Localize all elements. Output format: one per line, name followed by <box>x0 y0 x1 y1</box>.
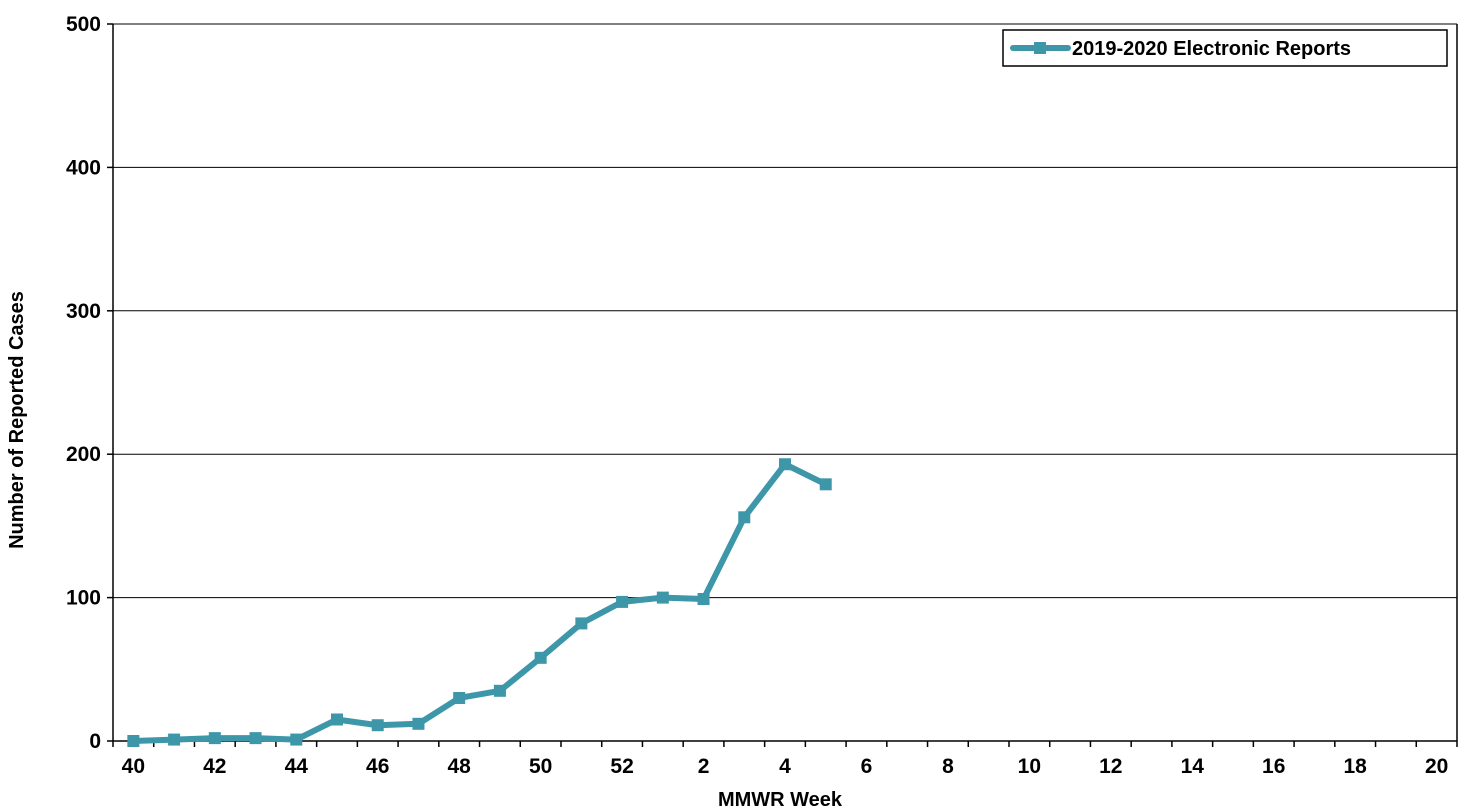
x-tick-label-12: 12 <box>1099 755 1122 778</box>
legend-series-label: 2019-2020 Electronic Reports <box>1072 38 1351 60</box>
data-point-48 <box>453 691 466 704</box>
series-line-0 <box>130 461 829 744</box>
x-tick-label-48: 48 <box>448 755 472 778</box>
legend-series-marker <box>1034 42 1046 54</box>
x-axis-title: MMWR Week <box>718 789 843 810</box>
series-layer <box>127 458 832 747</box>
data-point-50 <box>534 651 547 664</box>
data-point-43 <box>249 732 262 745</box>
y-tick-label-100: 100 <box>66 587 101 610</box>
data-point-4 <box>779 458 791 471</box>
y-tick-label-0: 0 <box>89 730 101 753</box>
data-point-44 <box>290 733 303 746</box>
x-tick-label-44: 44 <box>285 755 309 778</box>
data-point-41 <box>168 733 181 746</box>
data-point-49 <box>493 684 506 697</box>
x-tick-label-46: 46 <box>366 755 389 778</box>
gridlines <box>113 23 1457 599</box>
data-point-52 <box>616 595 629 608</box>
data-point-2 <box>697 593 710 606</box>
data-point-3 <box>738 511 751 524</box>
data-point-45 <box>331 713 343 726</box>
x-tick-label-50: 50 <box>529 755 552 778</box>
x-tick-label-8: 8 <box>942 755 954 778</box>
x-tick-label-14: 14 <box>1181 755 1205 778</box>
x-tick-label-10: 10 <box>1018 755 1041 778</box>
data-point-42 <box>208 732 221 745</box>
x-tick-label-42: 42 <box>203 755 226 778</box>
data-point-46 <box>371 719 384 732</box>
x-tick-label-2: 2 <box>698 755 710 778</box>
x-tick-label-40: 40 <box>122 755 145 778</box>
x-tick-label-16: 16 <box>1262 755 1285 778</box>
legend: 2019-2020 Electronic Reports <box>1002 29 1448 67</box>
y-axis-title: Number of Reported Cases <box>6 291 28 549</box>
x-tick-label-4: 4 <box>779 755 791 778</box>
y-tick-label-200: 200 <box>66 443 101 466</box>
x-tick-label-6: 6 <box>861 755 873 778</box>
axes <box>107 23 1458 747</box>
y-tick-label-500: 500 <box>66 13 101 36</box>
data-point-40 <box>127 735 140 747</box>
data-point-47 <box>412 717 425 730</box>
legend-box <box>1002 29 1448 67</box>
x-tick-label-18: 18 <box>1344 755 1368 778</box>
y-tick-label-300: 300 <box>66 300 101 323</box>
x-tick-label-52: 52 <box>610 755 633 778</box>
x-tick-label-20: 20 <box>1425 755 1448 778</box>
data-point-51 <box>575 617 588 630</box>
data-point-1 <box>656 591 669 604</box>
y-tick-label-400: 400 <box>66 156 101 179</box>
data-point-5 <box>819 478 832 491</box>
